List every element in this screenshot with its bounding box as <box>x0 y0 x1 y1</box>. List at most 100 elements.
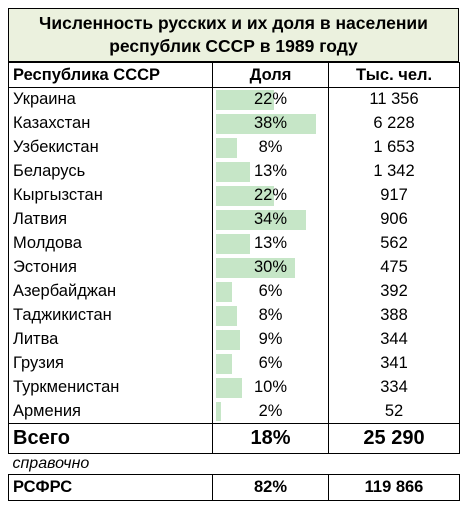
share-value: 13% <box>253 234 288 252</box>
share-value: 8% <box>258 138 283 156</box>
share-cell: 8% <box>212 135 329 160</box>
table-row: Украина 22% 11 356 <box>8 87 460 112</box>
table-row: Кыргызстан 22% 917 <box>8 183 460 208</box>
share-cell: 34% <box>212 207 329 232</box>
share-value: 13% <box>253 162 288 180</box>
population-value: 1 342 <box>328 159 460 184</box>
rsfsr-share: 82% <box>212 474 329 501</box>
population-value: 52 <box>328 399 460 424</box>
share-cell: 22% <box>212 183 329 208</box>
population-value: 906 <box>328 207 460 232</box>
share-bar <box>216 281 232 302</box>
header-share: Доля <box>212 62 329 88</box>
share-value: 22% <box>253 186 288 204</box>
share-value: 34% <box>253 210 288 228</box>
share-value: 8% <box>258 306 283 324</box>
population-value: 392 <box>328 279 460 304</box>
table-row: Таджикистан 8% 388 <box>8 303 460 328</box>
share-value: 2% <box>258 401 283 420</box>
rsfsr-row: РСФРС 82% 119 866 <box>8 474 460 501</box>
table-row: Армения 2% 52 <box>8 399 460 424</box>
republic-name: Кыргызстан <box>8 183 213 208</box>
share-value: 10% <box>253 378 288 396</box>
table-row: Литва 9% 344 <box>8 327 460 352</box>
total-population: 25 290 <box>328 423 460 454</box>
share-cell: 13% <box>212 231 329 256</box>
share-bar <box>216 353 232 374</box>
share-value: 9% <box>258 330 283 348</box>
table-row: Латвия 34% 906 <box>8 207 460 232</box>
republic-name: Грузия <box>8 351 213 376</box>
share-cell: 2% <box>212 399 329 424</box>
table-row: Грузия 6% 341 <box>8 351 460 376</box>
republic-name: Латвия <box>8 207 213 232</box>
share-cell: 22% <box>212 87 329 112</box>
share-value: 30% <box>253 258 288 276</box>
total-row: Всего 18% 25 290 <box>8 423 460 454</box>
population-value: 388 <box>328 303 460 328</box>
rsfsr-label: РСФРС <box>8 474 213 501</box>
share-bar <box>216 401 221 421</box>
share-bar <box>216 257 295 278</box>
population-value: 475 <box>328 255 460 280</box>
table-title: Численность русских и их доля в населени… <box>8 8 459 62</box>
share-bar <box>216 377 242 398</box>
republic-name: Украина <box>8 87 213 112</box>
share-bar <box>216 209 306 230</box>
republic-name: Армения <box>8 399 213 424</box>
republic-name: Казахстан <box>8 111 213 136</box>
republic-name: Литва <box>8 327 213 352</box>
table-row: Беларусь 13% 1 342 <box>8 159 460 184</box>
table-row: Казахстан 38% 6 228 <box>8 111 460 136</box>
share-bar <box>216 113 316 134</box>
population-value: 334 <box>328 375 460 400</box>
reference-label-row: справочно <box>9 454 460 475</box>
share-bar <box>216 161 250 182</box>
republic-name: Беларусь <box>8 159 213 184</box>
share-cell: 10% <box>212 375 329 400</box>
share-cell: 30% <box>212 255 329 280</box>
share-bar <box>216 137 237 158</box>
share-bar <box>216 305 237 326</box>
rsfsr-population: 119 866 <box>328 474 460 501</box>
share-value: 6% <box>258 354 283 372</box>
total-label: Всего <box>8 423 213 454</box>
population-table: Республика СССР Доля Тыс. чел. Украина 22… <box>8 62 460 501</box>
republic-name: Эстония <box>8 255 213 280</box>
republic-name: Азербайджан <box>8 279 213 304</box>
population-value: 1 653 <box>328 135 460 160</box>
share-cell: 6% <box>212 351 329 376</box>
share-bar <box>216 329 240 350</box>
republic-name: Узбекистан <box>8 135 213 160</box>
header-republic: Республика СССР <box>8 62 213 88</box>
share-cell: 9% <box>212 327 329 352</box>
share-value: 6% <box>258 282 283 300</box>
table-row: Туркменистан 10% 334 <box>8 375 460 400</box>
population-value: 6 228 <box>328 111 460 136</box>
share-bar <box>216 185 274 206</box>
share-cell: 38% <box>212 111 329 136</box>
table-row: Узбекистан 8% 1 653 <box>8 135 460 160</box>
table-row: Молдова 13% 562 <box>8 231 460 256</box>
population-value: 917 <box>328 183 460 208</box>
share-value: 38% <box>253 114 288 132</box>
share-cell: 8% <box>212 303 329 328</box>
table-row: Эстония 30% 475 <box>8 255 460 280</box>
header-population: Тыс. чел. <box>328 62 460 88</box>
header-row: Республика СССР Доля Тыс. чел. <box>8 62 460 88</box>
share-cell: 6% <box>212 279 329 304</box>
total-share: 18% <box>212 423 329 454</box>
share-cell: 13% <box>212 159 329 184</box>
republic-name: Молдова <box>8 231 213 256</box>
republic-name: Туркменистан <box>8 375 213 400</box>
population-value: 11 356 <box>328 87 460 112</box>
population-value: 341 <box>328 351 460 376</box>
population-value: 344 <box>328 327 460 352</box>
population-value: 562 <box>328 231 460 256</box>
republic-name: Таджикистан <box>8 303 213 328</box>
share-value: 22% <box>253 90 288 109</box>
share-bar <box>216 233 250 254</box>
table-row: Азербайджан 6% 392 <box>8 279 460 304</box>
reference-label: справочно <box>12 455 90 472</box>
share-bar <box>216 90 274 110</box>
